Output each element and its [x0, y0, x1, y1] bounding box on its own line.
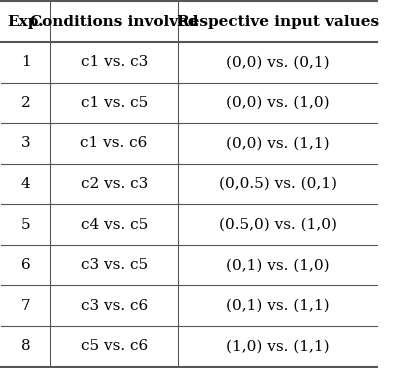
Text: 5: 5: [21, 217, 31, 231]
Text: (0,0.5) vs. (0,1): (0,0.5) vs. (0,1): [219, 177, 337, 191]
Text: 7: 7: [21, 299, 31, 313]
Text: (0,1) vs. (1,1): (0,1) vs. (1,1): [226, 299, 330, 313]
Text: c1 vs. c5: c1 vs. c5: [80, 96, 148, 110]
Text: 3: 3: [21, 137, 31, 151]
Text: c4 vs. c5: c4 vs. c5: [80, 217, 148, 231]
Text: Conditions involved: Conditions involved: [30, 15, 199, 29]
Text: c1 vs. c3: c1 vs. c3: [80, 55, 148, 69]
Text: (0,1) vs. (1,0): (0,1) vs. (1,0): [226, 258, 330, 272]
Text: 8: 8: [21, 339, 31, 353]
Text: c3 vs. c5: c3 vs. c5: [81, 258, 148, 272]
Text: Exp.: Exp.: [8, 15, 44, 29]
Text: 2: 2: [21, 96, 31, 110]
Text: c3 vs. c6: c3 vs. c6: [80, 299, 148, 313]
Text: (0,0) vs. (1,0): (0,0) vs. (1,0): [226, 96, 330, 110]
Text: 6: 6: [21, 258, 31, 272]
Text: (0.5,0) vs. (1,0): (0.5,0) vs. (1,0): [219, 217, 337, 231]
Text: (1,0) vs. (1,1): (1,0) vs. (1,1): [226, 339, 330, 353]
Text: (0,0) vs. (1,1): (0,0) vs. (1,1): [226, 137, 330, 151]
Text: (0,0) vs. (0,1): (0,0) vs. (0,1): [226, 55, 330, 69]
Text: c2 vs. c3: c2 vs. c3: [80, 177, 148, 191]
Text: 1: 1: [21, 55, 31, 69]
Text: Respective input values: Respective input values: [177, 15, 379, 29]
Text: c5 vs. c6: c5 vs. c6: [80, 339, 148, 353]
Text: 4: 4: [21, 177, 31, 191]
Text: c1 vs. c6: c1 vs. c6: [80, 137, 148, 151]
